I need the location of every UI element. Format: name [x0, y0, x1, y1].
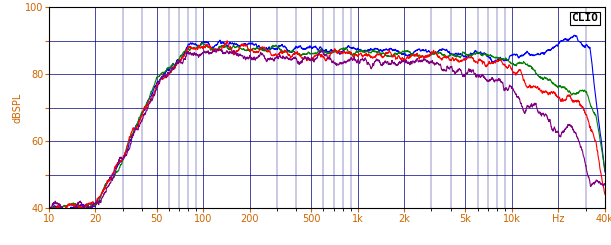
Y-axis label: dBSPL: dBSPL	[12, 93, 22, 123]
Text: CLIO: CLIO	[571, 13, 598, 23]
